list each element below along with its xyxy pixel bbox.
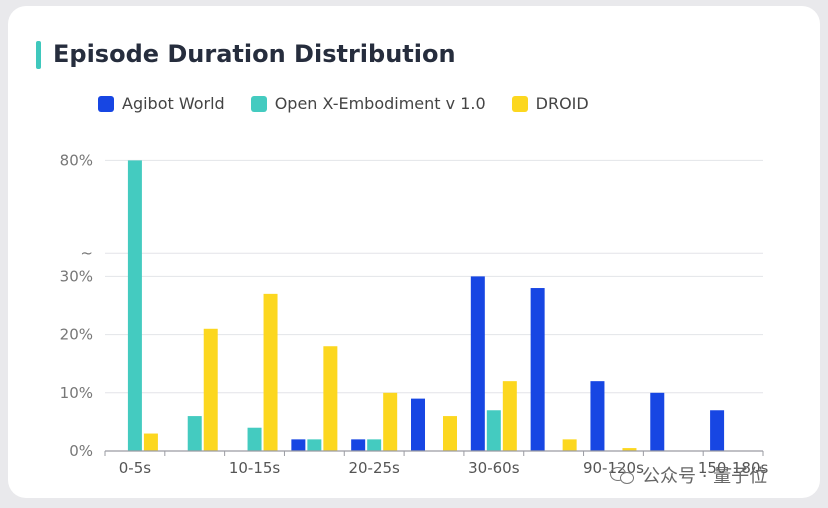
bar [143, 433, 158, 451]
watermark-text: 公众号 · 量子位 [642, 466, 768, 487]
bar [562, 439, 577, 451]
title-accent-bar [36, 41, 41, 69]
bars [127, 160, 725, 451]
legend-label-open-x-embodiment: Open X-Embodiment v 1.0 [274, 94, 486, 113]
legend-label-droid: DROID [535, 94, 589, 113]
y-tick-label: 10% [60, 384, 93, 402]
legend-item-open-x-embodiment[interactable]: Open X-Embodiment v 1.0 [250, 94, 486, 113]
chart-title: Episode Duration Distribution [53, 40, 456, 68]
y-axis-ticks: 0% 10% 20% 30% ~80% [60, 151, 93, 460]
bar [622, 448, 637, 451]
x-tick-label: 0-5s [119, 459, 151, 477]
bar [443, 416, 457, 451]
bar [470, 276, 485, 451]
bar [383, 392, 398, 451]
y-tick-label: 30% [60, 267, 93, 285]
bar [323, 346, 338, 451]
legend-item-droid[interactable]: DROID [511, 94, 589, 113]
bar [650, 392, 665, 451]
bar [247, 427, 262, 451]
grid-lines [105, 159, 763, 394]
bar [590, 381, 605, 451]
watermark: 公众号 · 量子位 [610, 462, 767, 488]
bar [486, 410, 501, 451]
bar [263, 293, 278, 451]
bar [307, 439, 322, 451]
y-tick-label: 80% [60, 151, 93, 169]
y-tick-label: ~ [80, 244, 93, 262]
bar [187, 416, 202, 451]
bar [710, 410, 725, 451]
legend-label-agibot-world: Agibot World [122, 94, 225, 113]
bar [367, 439, 382, 451]
bar [502, 381, 517, 451]
bar [291, 439, 306, 451]
bar [351, 439, 366, 451]
bar [530, 288, 545, 451]
y-tick-label: 20% [60, 326, 93, 344]
x-tick-label: 10-15s [229, 459, 281, 477]
x-tick-label: 20-25s [348, 459, 400, 477]
legend-item-agibot-world[interactable]: Agibot World [98, 94, 225, 113]
bar [127, 160, 142, 451]
bar [203, 328, 218, 451]
legend-swatch-open-x-embodiment [250, 95, 267, 112]
legend-swatch-droid [511, 95, 528, 112]
legend: Agibot World Open X-Embodiment v 1.0 DRO… [98, 94, 589, 113]
legend-swatch-agibot-world [98, 95, 114, 112]
x-tick-label: 30-60s [468, 459, 520, 477]
x-tick-label: 150-180s [698, 459, 769, 477]
wechat-icon [610, 465, 636, 485]
bar [411, 398, 425, 451]
y-tick-label: 0% [69, 442, 93, 460]
x-axis-ticks: 0-5s 10-15s 20-25s 30-60s 90-120s 150-180s [104, 451, 769, 477]
